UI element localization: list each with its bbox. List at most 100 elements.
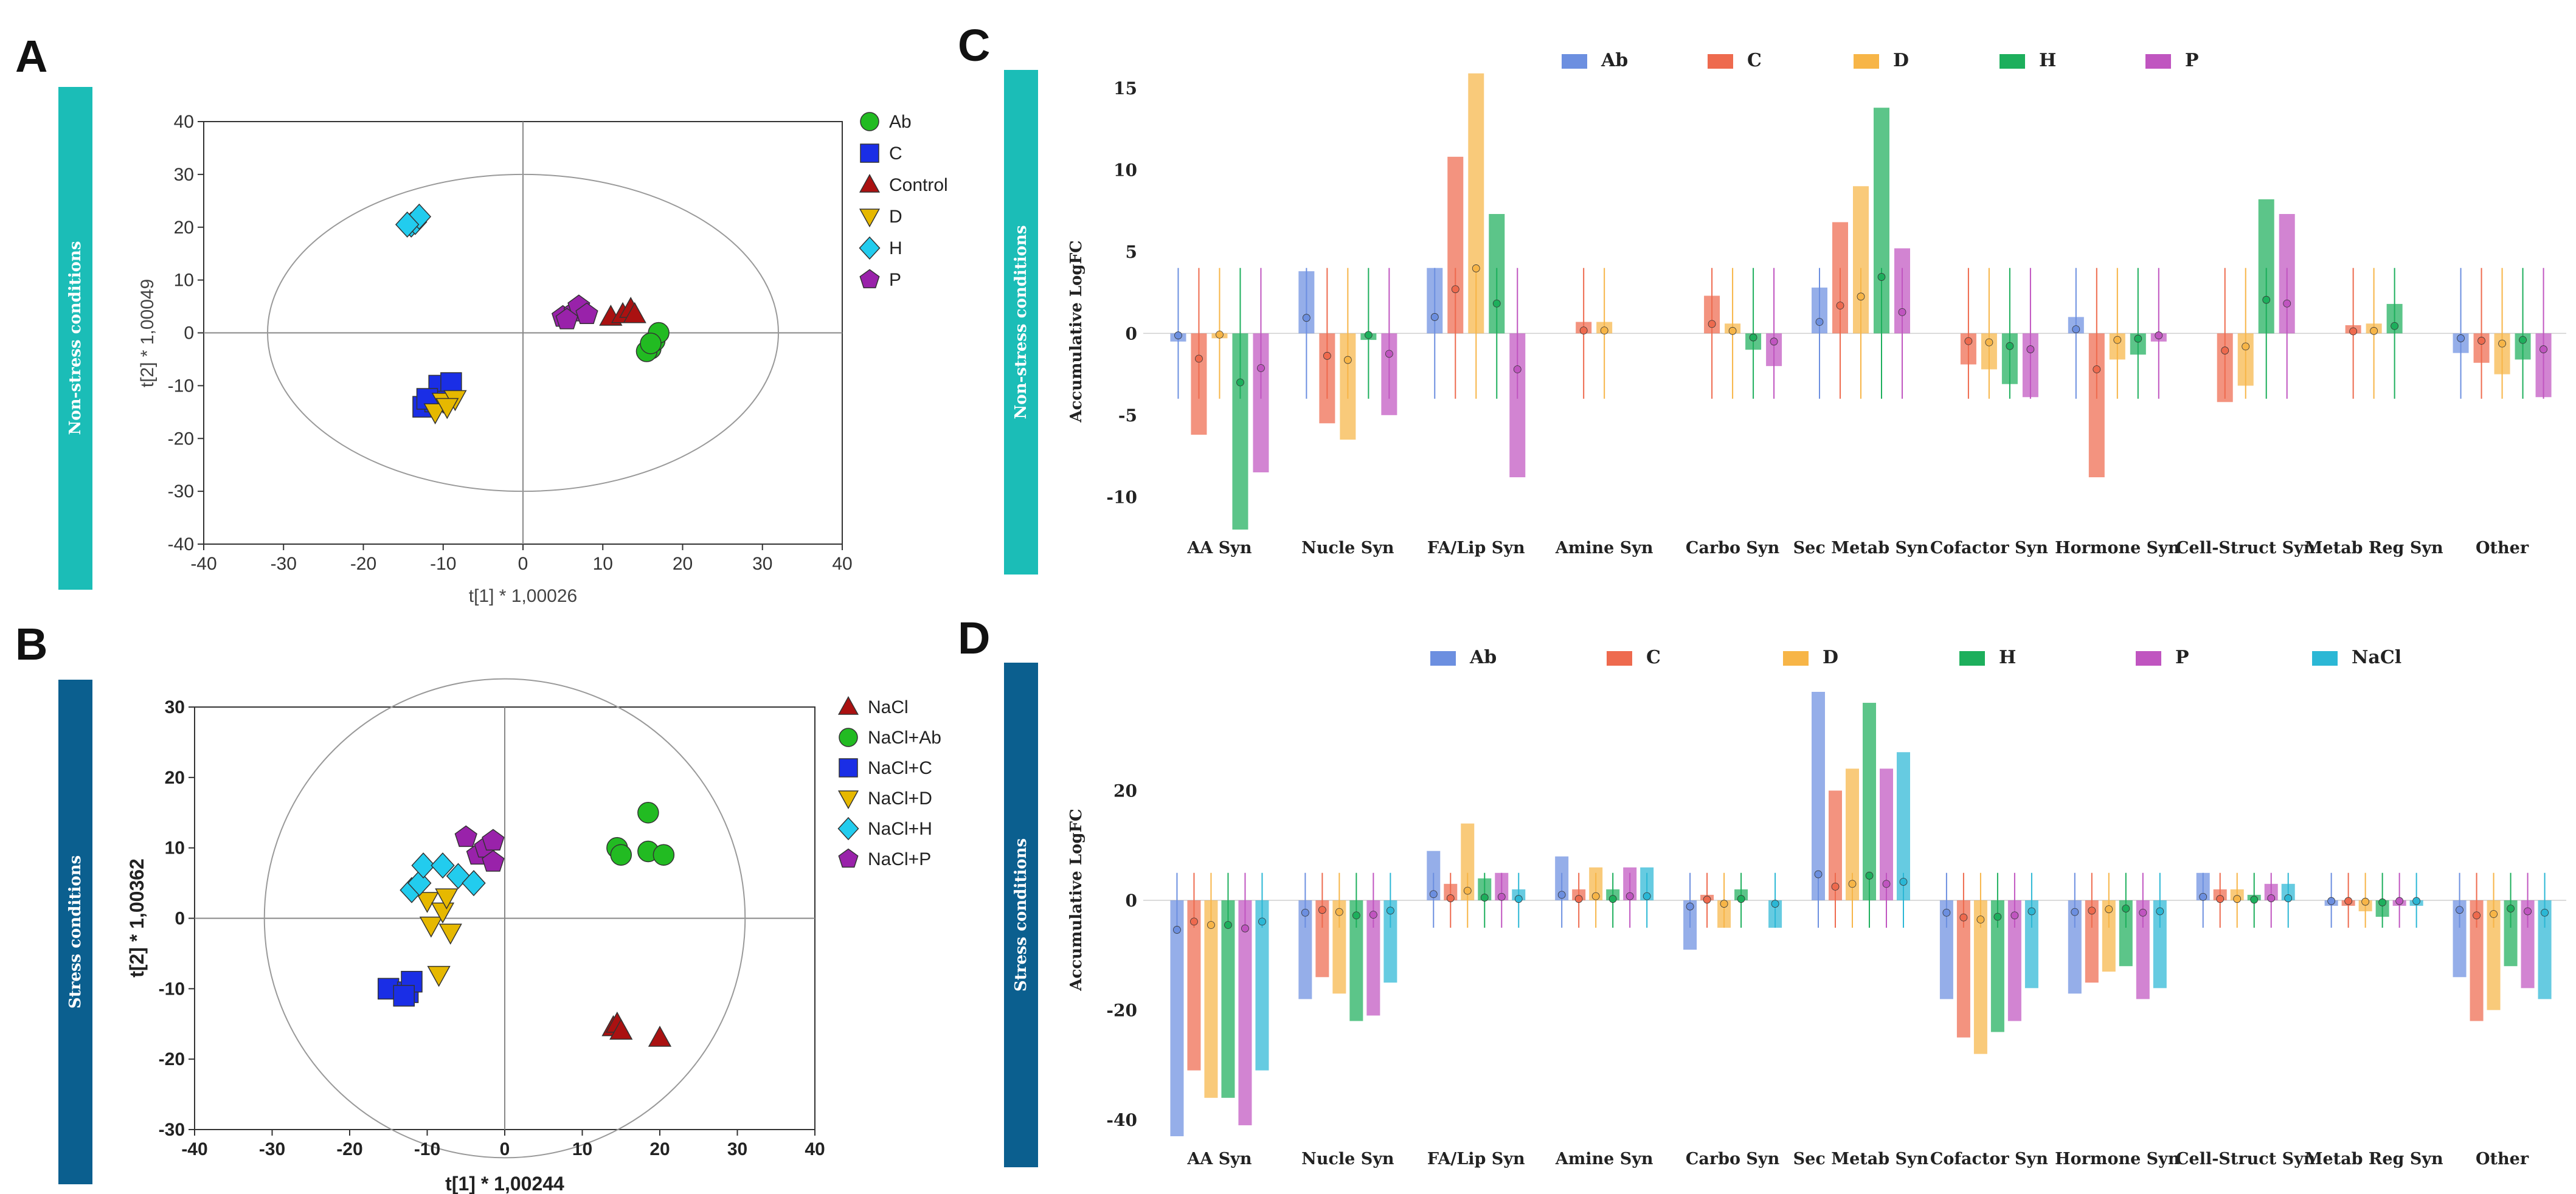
legend-swatch-p xyxy=(2145,54,2171,69)
bar-p-nucle-syn xyxy=(1366,900,1380,1016)
x-axis-label-b: t[1] * 1,00244 xyxy=(445,1173,564,1194)
bar-h-hormone-syn xyxy=(2119,900,2133,967)
mean-dot xyxy=(1857,292,1865,301)
condition-bar-d-fill xyxy=(1004,663,1038,1167)
bar-chart-d: Ab C D H P NaCl Accumulative LogFC 200-20-40 … xyxy=(1067,647,2566,1168)
bar-d-fa-lip-syn xyxy=(1461,823,1475,900)
y-axis-label-c: Accumulative LogFC xyxy=(1067,240,1085,423)
axis-ticks-c: 15 10 5 0 -5 -10 xyxy=(1106,78,2566,507)
legend-label-h: H xyxy=(2039,50,2056,71)
point-nacl xyxy=(609,1018,633,1040)
category-label-aa-syn: AA Syn xyxy=(1186,1150,1252,1168)
category-label-aa-syn: AA Syn xyxy=(1186,539,1252,557)
bar-chart-c: Ab C D H P Accumulative LogFC 15 10 5 0 -5 -10 AA… xyxy=(1067,50,2566,557)
y-tick-label: 10 xyxy=(174,271,194,291)
mean-dot xyxy=(2134,334,2142,343)
bar-d-aa-syn xyxy=(1204,900,1218,1098)
mean-dot xyxy=(2267,894,2276,902)
x-tick-label: -10 xyxy=(414,1139,440,1159)
mean-dot xyxy=(1686,902,1694,911)
condition-bar-b-fill xyxy=(58,680,92,1184)
mean-dot xyxy=(1737,895,1745,903)
mean-dot xyxy=(1301,908,1309,917)
x-axis-label-a: t[1] * 1,00026 xyxy=(469,586,577,606)
bar-ab-aa-syn xyxy=(1170,900,1184,1136)
mean-dot xyxy=(1985,338,1993,347)
mean-dot xyxy=(2262,295,2271,304)
axis-ticks-a: -40 -30 -20 -10 0 10 20 30 40 -40 -30 -20 -10 0 10 20 30… xyxy=(168,112,853,574)
point-p xyxy=(575,302,598,324)
mean-dot xyxy=(1608,895,1617,903)
point-control xyxy=(623,302,646,323)
legend-swatch-ab xyxy=(1562,54,1587,69)
bar-p-cofactor-syn xyxy=(2007,900,2021,1021)
legend-marker-nacl-h xyxy=(837,816,859,841)
legend-label-control: Control xyxy=(889,175,948,195)
legend-label-d: D xyxy=(1823,647,1838,668)
point-nacl-h xyxy=(411,852,435,879)
y-tick-label: 0 xyxy=(175,909,185,929)
mean-dot xyxy=(1429,890,1438,899)
mean-dot xyxy=(2456,906,2463,914)
category-label-sec-metab-syn: Sec Metab Syn xyxy=(1793,539,1929,557)
legend-marker-nacl-c xyxy=(839,758,858,778)
legend-label-ab: Ab xyxy=(889,112,912,132)
mean-dot xyxy=(1343,356,1352,364)
legend-marker-nacl xyxy=(837,695,859,715)
y-tick-label: 0 xyxy=(1126,323,1137,343)
y-tick-label: -40 xyxy=(168,534,194,554)
x-tick-label: -40 xyxy=(181,1139,207,1159)
point-nacl-d xyxy=(415,892,439,913)
legend-label-nacl-c: NaCl+C xyxy=(868,758,932,778)
mean-dot xyxy=(1591,892,1600,900)
point-nacl-d xyxy=(438,923,462,945)
mean-dot xyxy=(1190,917,1198,926)
category-label-amine-syn: Amine Syn xyxy=(1555,1150,1653,1168)
x-tick-label: 0 xyxy=(518,554,528,574)
mean-dot xyxy=(1241,924,1249,933)
legend-marker-d xyxy=(859,209,881,228)
category-label-amine-syn: Amine Syn xyxy=(1555,539,1653,557)
mean-dot xyxy=(1557,891,1566,899)
bar-ab-nucle-syn xyxy=(1298,900,1312,999)
mean-dot xyxy=(1335,908,1343,916)
bar-c-aa-syn xyxy=(1187,900,1201,1071)
mean-dot xyxy=(1369,911,1377,919)
mean-dot xyxy=(1207,921,1215,929)
y-axis-label-b: t[2] * 1,00362 xyxy=(126,858,148,978)
mean-dot xyxy=(2250,896,2259,904)
y-tick-label: -20 xyxy=(159,1049,185,1069)
mean-dot xyxy=(1492,299,1501,308)
mean-dot xyxy=(1216,330,1224,339)
category-label-sec-metab-syn: Sec Metab Syn xyxy=(1793,1150,1929,1168)
mean-dot xyxy=(2540,345,2547,353)
bar-d-other xyxy=(2487,900,2501,1010)
category-label-hormone-syn: Hormone Syn xyxy=(2055,539,2180,557)
legend-b: NaCl NaCl+Ab NaCl+C NaCl+D NaCl+H NaCl+P xyxy=(837,695,941,869)
y-tick-label: 0 xyxy=(1126,891,1137,911)
panel-letter-c: C xyxy=(958,20,990,71)
category-labels-d: AA Syn Nucle Syn FA/Lip Syn Amine Syn Carbo … xyxy=(1186,1150,2529,1168)
condition-bar-a: Non-stress conditions xyxy=(58,87,92,590)
x-tick-label: 30 xyxy=(727,1139,747,1159)
mean-dot xyxy=(2498,339,2506,348)
mean-dot xyxy=(1446,894,1455,902)
x-tick-label: -10 xyxy=(430,554,456,574)
bar-ab-hormone-syn xyxy=(2068,900,2082,994)
point-nacl-d xyxy=(419,916,443,938)
mean-dot xyxy=(1352,911,1360,920)
mean-dot xyxy=(1224,921,1232,929)
mean-dot xyxy=(2519,336,2527,344)
point-nacl-d xyxy=(431,902,455,924)
bar-c-other xyxy=(2470,900,2484,1021)
category-label-nucle-syn: Nucle Syn xyxy=(1301,1150,1394,1168)
y-tick-label: -20 xyxy=(168,429,194,449)
mean-dot xyxy=(2283,299,2291,308)
y-tick-label: -10 xyxy=(168,376,194,396)
legend-label-nacl: NaCl xyxy=(2352,647,2401,668)
point-nacl-h xyxy=(431,852,455,879)
mean-dot xyxy=(1815,318,1824,326)
condition-bar-c-fill xyxy=(1004,70,1038,575)
mean-dot xyxy=(1385,350,1393,358)
mean-dot xyxy=(1708,320,1716,328)
